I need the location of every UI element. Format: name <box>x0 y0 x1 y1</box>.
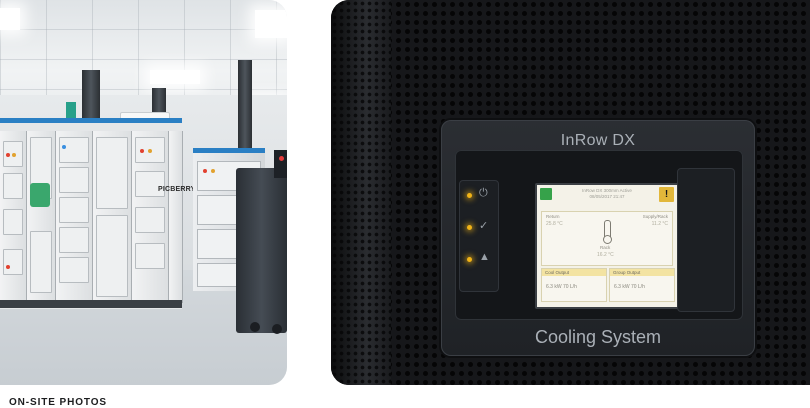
supply-value: 11.2 °C <box>651 221 668 227</box>
indicator-light <box>279 156 284 161</box>
return-value: 25.8 °C <box>546 221 563 227</box>
group-output-label: Group Output <box>610 269 674 276</box>
power-icon: ⏻ <box>479 187 488 199</box>
rack-value: 16.2 °C <box>597 252 614 258</box>
equipment-cart <box>236 168 287 333</box>
warning-sticker <box>30 183 50 207</box>
side-panel <box>677 168 735 312</box>
thermometer-icon <box>603 220 612 244</box>
ceiling-light <box>0 8 20 30</box>
group-output-value: 6.3 kW 70 L/h <box>614 284 645 290</box>
group-output-box[interactable]: Group Output 6.3 kW 70 L/h <box>609 268 675 302</box>
home-icon[interactable] <box>540 188 552 200</box>
ceiling-light <box>150 70 200 84</box>
cabinet-edge <box>331 0 391 385</box>
check-icon: ✓ <box>479 220 489 232</box>
status-line: InRow DX 300mm Active <box>582 188 632 193</box>
cool-output-value: 6.3 kW 70 L/h <box>546 284 577 290</box>
cart-wheel <box>272 324 282 334</box>
cart-display <box>274 150 287 178</box>
cooling-unit-photo: InRow DX ⏻ ✓ ▲ InRow DX 300mm Active 08/… <box>331 0 810 385</box>
control-panel: InRow DX ⏻ ✓ ▲ InRow DX 300mm Active 08/… <box>441 120 755 356</box>
ceiling-light <box>255 10 287 38</box>
display-housing: ⏻ ✓ ▲ InRow DX 300mm Active 08/05/2017 2… <box>455 150 743 320</box>
switchgear-panels <box>0 118 183 309</box>
return-label: Return <box>546 214 560 219</box>
warning-icon: ▲ <box>479 251 490 263</box>
alarm-icon[interactable]: ! <box>659 187 674 202</box>
photo-watermark: PICBERRY <box>158 186 196 193</box>
junction-box <box>66 102 76 120</box>
cable-duct <box>238 60 252 148</box>
lcd-screen[interactable]: InRow DX 300mm Active 08/05/2017 21:47 !… <box>535 183 679 309</box>
cart-wheel <box>250 322 260 332</box>
panel-base <box>0 300 182 308</box>
electrical-room-photo: PICBERRY <box>0 0 287 385</box>
unit-subtitle: Cooling System <box>534 327 662 347</box>
cable-duct <box>82 70 100 120</box>
status-datetime: 08/05/2017 21:47 <box>589 194 625 199</box>
cool-output-box[interactable]: Cool Output 6.3 kW 70 L/h <box>541 268 607 302</box>
status-leds: ⏻ ✓ ▲ <box>459 180 499 292</box>
temperature-panel: Return 25.8 °C Supply/Rack 11.2 °C Rack … <box>541 211 673 266</box>
supply-label: Supply/Rack <box>642 214 668 219</box>
rack-label: Rack <box>600 245 611 250</box>
cool-output-label: Cool Output <box>542 269 606 276</box>
unit-model-label: InRow DX <box>560 132 636 149</box>
section-caption: ON-SITE PHOTOS <box>9 397 107 408</box>
